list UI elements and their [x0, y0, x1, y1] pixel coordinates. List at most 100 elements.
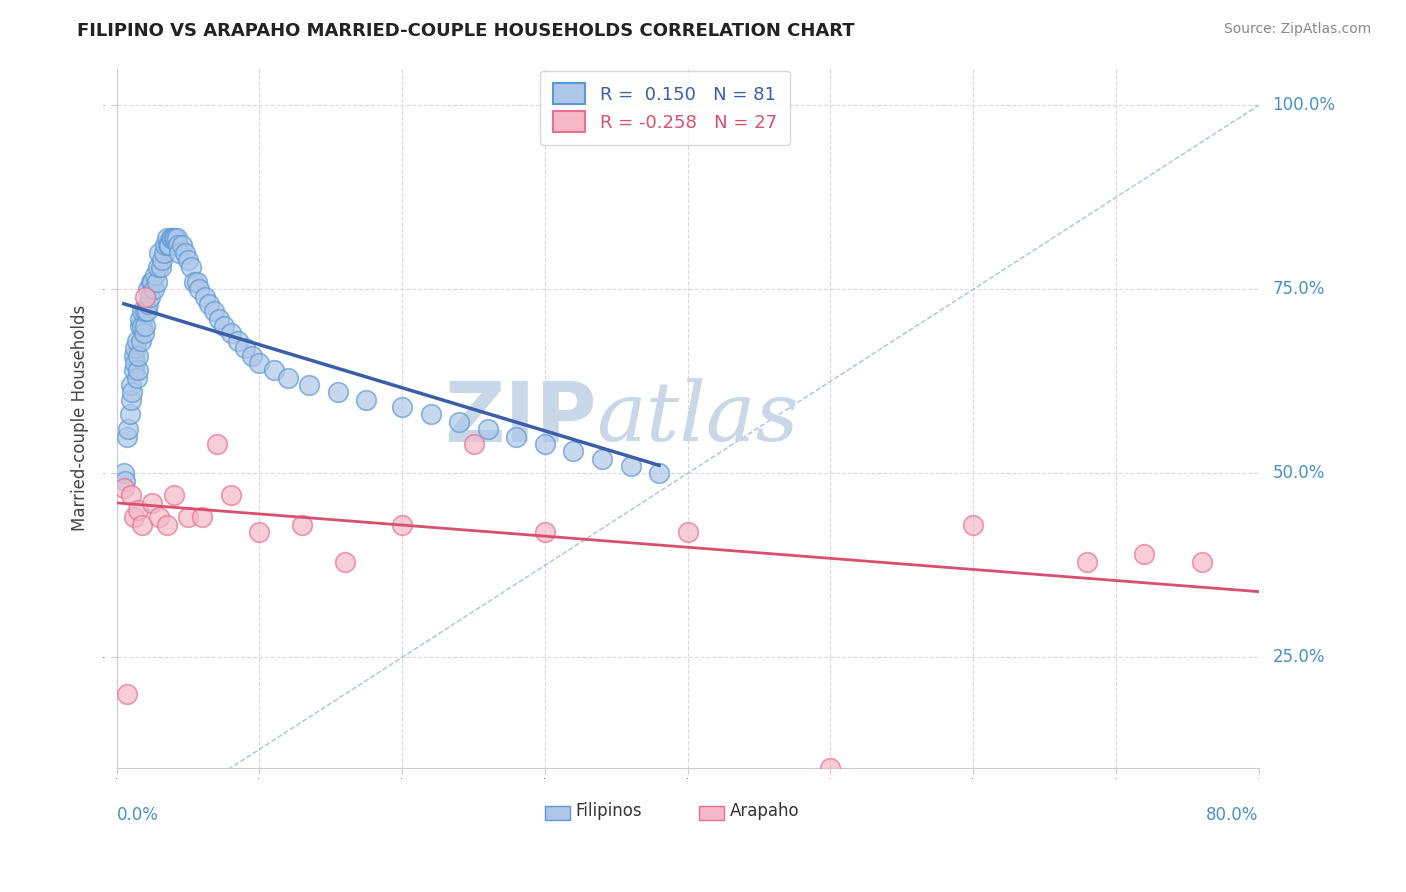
Text: Source: ZipAtlas.com: Source: ZipAtlas.com — [1223, 22, 1371, 37]
Point — [131, 517, 153, 532]
Point — [1076, 555, 1098, 569]
FancyBboxPatch shape — [546, 806, 569, 820]
Point — [820, 761, 842, 775]
Point — [162, 231, 184, 245]
Point — [125, 334, 148, 348]
Text: 100.0%: 100.0% — [1272, 96, 1336, 114]
Point — [163, 231, 186, 245]
Point — [1191, 555, 1213, 569]
Point — [142, 282, 165, 296]
Point — [150, 252, 173, 267]
Point — [149, 260, 172, 275]
Point — [117, 422, 139, 436]
Point — [135, 304, 157, 318]
Point — [356, 392, 378, 407]
Point — [534, 525, 557, 540]
Point — [391, 400, 413, 414]
Legend: R =  0.150   N = 81, R = -0.258   N = 27: R = 0.150 N = 81, R = -0.258 N = 27 — [540, 70, 790, 145]
Point — [163, 488, 186, 502]
Text: Arapaho: Arapaho — [730, 802, 800, 820]
Point — [219, 488, 242, 502]
Point — [180, 260, 202, 275]
Point — [122, 349, 145, 363]
Point — [463, 437, 485, 451]
Point — [505, 429, 527, 443]
Point — [124, 356, 146, 370]
Point — [174, 245, 197, 260]
Point — [124, 341, 146, 355]
Point — [120, 488, 142, 502]
Point — [202, 304, 225, 318]
Point — [198, 297, 221, 311]
Point — [391, 517, 413, 532]
Point — [145, 275, 167, 289]
Point — [165, 231, 187, 245]
Point — [205, 437, 228, 451]
Point — [962, 517, 984, 532]
Point — [212, 319, 235, 334]
Point — [120, 378, 142, 392]
FancyBboxPatch shape — [699, 806, 724, 820]
Point — [114, 474, 136, 488]
Point — [138, 290, 160, 304]
Point — [291, 517, 314, 532]
Point — [131, 319, 153, 334]
Point — [333, 555, 356, 569]
Point — [156, 231, 179, 245]
Point — [156, 517, 179, 532]
Y-axis label: Married-couple Households: Married-couple Households — [72, 305, 89, 532]
Point — [134, 319, 156, 334]
Point — [249, 525, 271, 540]
Text: atlas: atlas — [596, 378, 799, 458]
Point — [115, 429, 138, 443]
Text: FILIPINO VS ARAPAHO MARRIED-COUPLE HOUSEHOLDS CORRELATION CHART: FILIPINO VS ARAPAHO MARRIED-COUPLE HOUSE… — [77, 22, 855, 40]
Point — [141, 496, 163, 510]
Point — [148, 245, 170, 260]
Point — [177, 252, 200, 267]
Point — [134, 290, 156, 304]
Point — [562, 444, 585, 458]
Point — [166, 231, 188, 245]
Text: 80.0%: 80.0% — [1206, 806, 1258, 824]
Point — [127, 349, 149, 363]
Point — [177, 510, 200, 524]
Point — [188, 282, 211, 296]
Text: 25.0%: 25.0% — [1272, 648, 1324, 666]
Point — [419, 408, 441, 422]
Point — [115, 687, 138, 701]
Point — [159, 238, 181, 252]
Text: ZIP: ZIP — [444, 377, 596, 458]
Point — [219, 326, 242, 341]
Point — [191, 510, 214, 524]
Point — [249, 356, 271, 370]
Text: 75.0%: 75.0% — [1272, 280, 1324, 298]
Point — [122, 510, 145, 524]
Point — [146, 260, 169, 275]
Point — [141, 275, 163, 289]
Text: 0.0%: 0.0% — [117, 806, 159, 824]
Point — [122, 363, 145, 377]
Point — [298, 378, 321, 392]
Point — [127, 503, 149, 517]
Point — [183, 275, 205, 289]
Point — [160, 231, 183, 245]
Point — [112, 467, 135, 481]
Text: 50.0%: 50.0% — [1272, 465, 1324, 483]
Point — [208, 311, 231, 326]
Point — [240, 349, 263, 363]
Point — [136, 297, 159, 311]
Point — [167, 238, 190, 252]
Point — [118, 408, 141, 422]
Point — [263, 363, 285, 377]
Point — [186, 275, 208, 289]
Point — [148, 510, 170, 524]
Point — [172, 238, 194, 252]
Point — [112, 481, 135, 495]
Point — [169, 245, 191, 260]
Point — [127, 363, 149, 377]
Point — [120, 392, 142, 407]
Point — [128, 311, 150, 326]
Point — [477, 422, 499, 436]
Point — [125, 370, 148, 384]
Point — [676, 525, 699, 540]
